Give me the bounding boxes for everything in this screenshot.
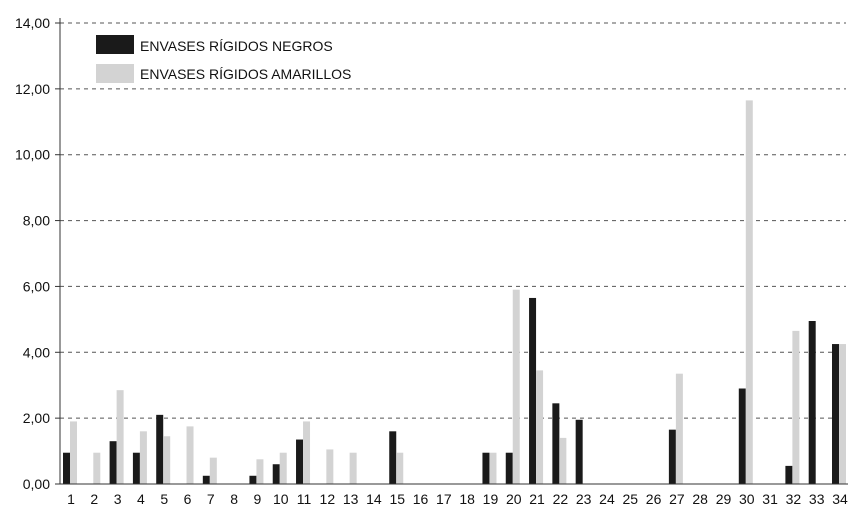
bar-amarillos: [792, 330, 800, 484]
x-tick-label: 18: [459, 491, 475, 507]
bar-negros: [249, 475, 257, 484]
bar-amarillos: [326, 449, 334, 484]
bar-amarillos: [745, 100, 753, 484]
x-tick-label: 33: [809, 491, 825, 507]
bar-negros: [668, 429, 676, 484]
bar-amarillos: [209, 457, 217, 484]
bar-amarillos: [512, 289, 520, 484]
legend-swatch-amarillos: [96, 64, 134, 83]
bar-amarillos: [163, 436, 171, 484]
x-tick-label: 26: [646, 491, 662, 507]
bar-negros: [738, 388, 746, 484]
y-tick-label: 0,00: [23, 476, 50, 492]
x-tick-label: 23: [576, 491, 592, 507]
y-tick-label: 8,00: [23, 213, 50, 229]
bar-negros: [202, 475, 210, 484]
bar-negros: [482, 452, 490, 484]
x-axis-ticks: 1 2 3 4 5 6 7 8 9 10 11 12 13 14 15 16 17 18 19 20 21 22 23 24 2…: [67, 491, 848, 507]
bar-amarillos: [116, 390, 124, 484]
bar-negros: [785, 465, 793, 484]
bar-amarillos: [489, 452, 497, 484]
bar-amarillos: [536, 370, 544, 484]
x-tick-label: 25: [622, 491, 638, 507]
legend-swatch-negros: [96, 35, 134, 54]
bar-negros: [132, 452, 140, 484]
bar-negros: [156, 414, 164, 484]
bar-negros: [575, 419, 583, 484]
bar-amarillos: [93, 452, 101, 484]
x-tick-label: 6: [184, 491, 192, 507]
x-tick-label: 34: [832, 491, 848, 507]
x-tick-label: 32: [786, 491, 802, 507]
bar-amarillos: [839, 344, 846, 484]
x-tick-label: 15: [389, 491, 405, 507]
bar-amarillos: [279, 452, 287, 484]
x-tick-label: 1: [67, 491, 75, 507]
x-tick-label: 16: [413, 491, 429, 507]
x-tick-label: 28: [692, 491, 708, 507]
x-tick-label: 13: [343, 491, 359, 507]
y-tick-label: 10,00: [15, 147, 50, 163]
bar-negros: [389, 431, 397, 484]
bar-negros: [529, 297, 537, 484]
bar-negros: [109, 441, 117, 484]
x-tick-label: 8: [230, 491, 238, 507]
bar-negros: [296, 439, 304, 484]
gridlines: [60, 22, 846, 419]
y-axis-ticks: 0,00 2,00 4,00 6,00 8,00 10,00 12,00 14,00: [15, 15, 60, 492]
bar-amarillos: [186, 426, 194, 484]
y-tick-label: 6,00: [23, 278, 50, 294]
x-tick-label: 10: [273, 491, 289, 507]
x-tick-label: 27: [669, 491, 685, 507]
bar-amarillos: [559, 437, 567, 484]
y-tick-label: 14,00: [15, 15, 50, 31]
bar-amarillos: [675, 373, 683, 484]
x-tick-label: 14: [366, 491, 382, 507]
x-tick-label: 12: [320, 491, 336, 507]
bar-negros: [552, 403, 560, 484]
x-tick-label: 2: [90, 491, 98, 507]
bar-amarillos: [396, 452, 404, 484]
bar-negros: [505, 452, 513, 484]
x-tick-label: 7: [207, 491, 215, 507]
bar-negros: [272, 464, 280, 484]
x-tick-label: 4: [137, 491, 145, 507]
bar-amarillos: [139, 431, 147, 484]
bar-amarillos: [349, 452, 357, 484]
x-tick-label: 29: [716, 491, 732, 507]
bars: [63, 100, 846, 484]
x-tick-label: 22: [553, 491, 569, 507]
x-tick-label: 17: [436, 491, 452, 507]
x-tick-label: 19: [483, 491, 499, 507]
y-tick-label: 2,00: [23, 410, 50, 426]
x-tick-label: 30: [739, 491, 755, 507]
bar-negros: [808, 321, 816, 484]
x-tick-label: 21: [529, 491, 545, 507]
x-tick-label: 9: [254, 491, 262, 507]
x-tick-label: 11: [297, 491, 312, 507]
x-tick-label: 24: [599, 491, 615, 507]
bar-amarillos: [256, 459, 264, 484]
bar-amarillos: [303, 421, 311, 484]
bar-amarillos: [70, 421, 77, 484]
bar-negros: [832, 344, 839, 484]
legend-label-amarillos: ENVASES RÍGIDOS AMARILLOS: [140, 66, 351, 82]
x-tick-label: 31: [762, 491, 778, 507]
legend: ENVASES RÍGIDOS NEGROS ENVASES RÍGIDOS A…: [96, 35, 351, 83]
y-tick-label: 12,00: [15, 81, 50, 97]
x-tick-label: 5: [160, 491, 168, 507]
x-tick-label: 3: [114, 491, 122, 507]
bar-negros: [63, 452, 70, 484]
y-tick-label: 4,00: [23, 344, 50, 360]
legend-label-negros: ENVASES RÍGIDOS NEGROS: [140, 38, 333, 54]
x-tick-label: 20: [506, 491, 522, 507]
